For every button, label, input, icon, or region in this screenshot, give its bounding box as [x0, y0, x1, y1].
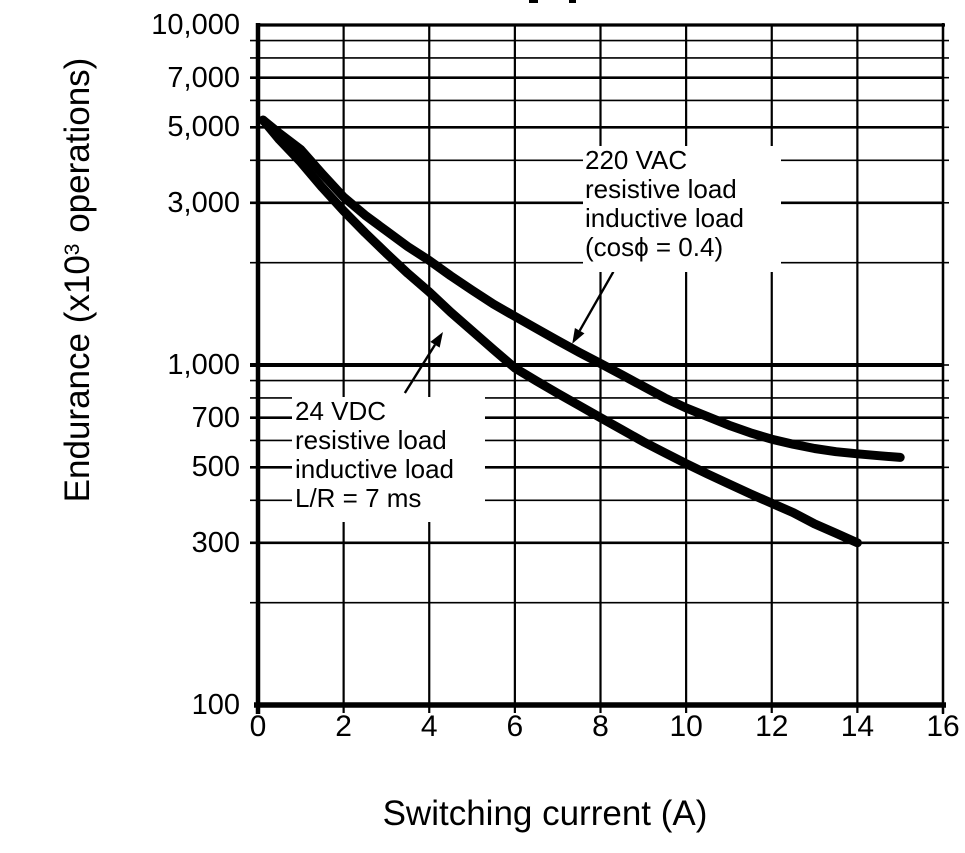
curve-24vdc [258, 115, 862, 548]
annotation-line: 220 VAC [585, 145, 688, 175]
annotation-24vdc: 24 VDC resistive load inductive load L/R… [292, 397, 485, 522]
x-tick-label: 10 [669, 710, 703, 743]
annotation-line: (cosϕ = 0.4) [585, 232, 724, 262]
annotation-line: resistive load [295, 425, 447, 455]
curve-220vac [258, 115, 905, 462]
annotation-line: inductive load [295, 454, 454, 484]
y-tick-label: 100 [191, 689, 240, 721]
y-tick-label: 3,000 [167, 186, 240, 219]
y-tick-label: 10,000 [151, 9, 240, 41]
y-tick-label: 7,000 [167, 61, 240, 94]
y-tick-label: 500 [191, 451, 240, 484]
x-tick-label: 0 [249, 710, 267, 743]
x-tick-label: 14 [840, 710, 875, 743]
y-tick-label: 700 [191, 401, 240, 434]
annotation-arrow-24vdc [430, 332, 443, 348]
y-axis-title-superscript: 3 [61, 242, 84, 256]
y-tick-label: 1,000 [167, 349, 240, 381]
x-tick-label: 16 [926, 710, 960, 743]
y-tick-label: 300 [191, 526, 240, 559]
x-tick-label: 4 [420, 710, 438, 743]
x-tick-label: 2 [335, 710, 352, 743]
annotation-arrow-220vac [572, 327, 585, 344]
cropped-title-artifact [569, 0, 576, 3]
x-tick-label: 8 [592, 710, 609, 743]
x-axis-title: Switching current (A) [382, 794, 708, 833]
annotation-220vac: 220 VAC resistive load inductive load (c… [583, 146, 781, 272]
cropped-title-artifact [529, 0, 538, 3]
annotation-line: resistive load [585, 174, 737, 204]
x-tick-label: 6 [506, 710, 524, 743]
y-tick-label: 5,000 [167, 111, 240, 144]
annotation-line: L/R = 7 ms [295, 483, 422, 513]
x-tick-label: 12 [755, 710, 789, 743]
annotation-line: inductive load [585, 203, 744, 233]
annotation-line: 24 VDC [295, 396, 387, 426]
